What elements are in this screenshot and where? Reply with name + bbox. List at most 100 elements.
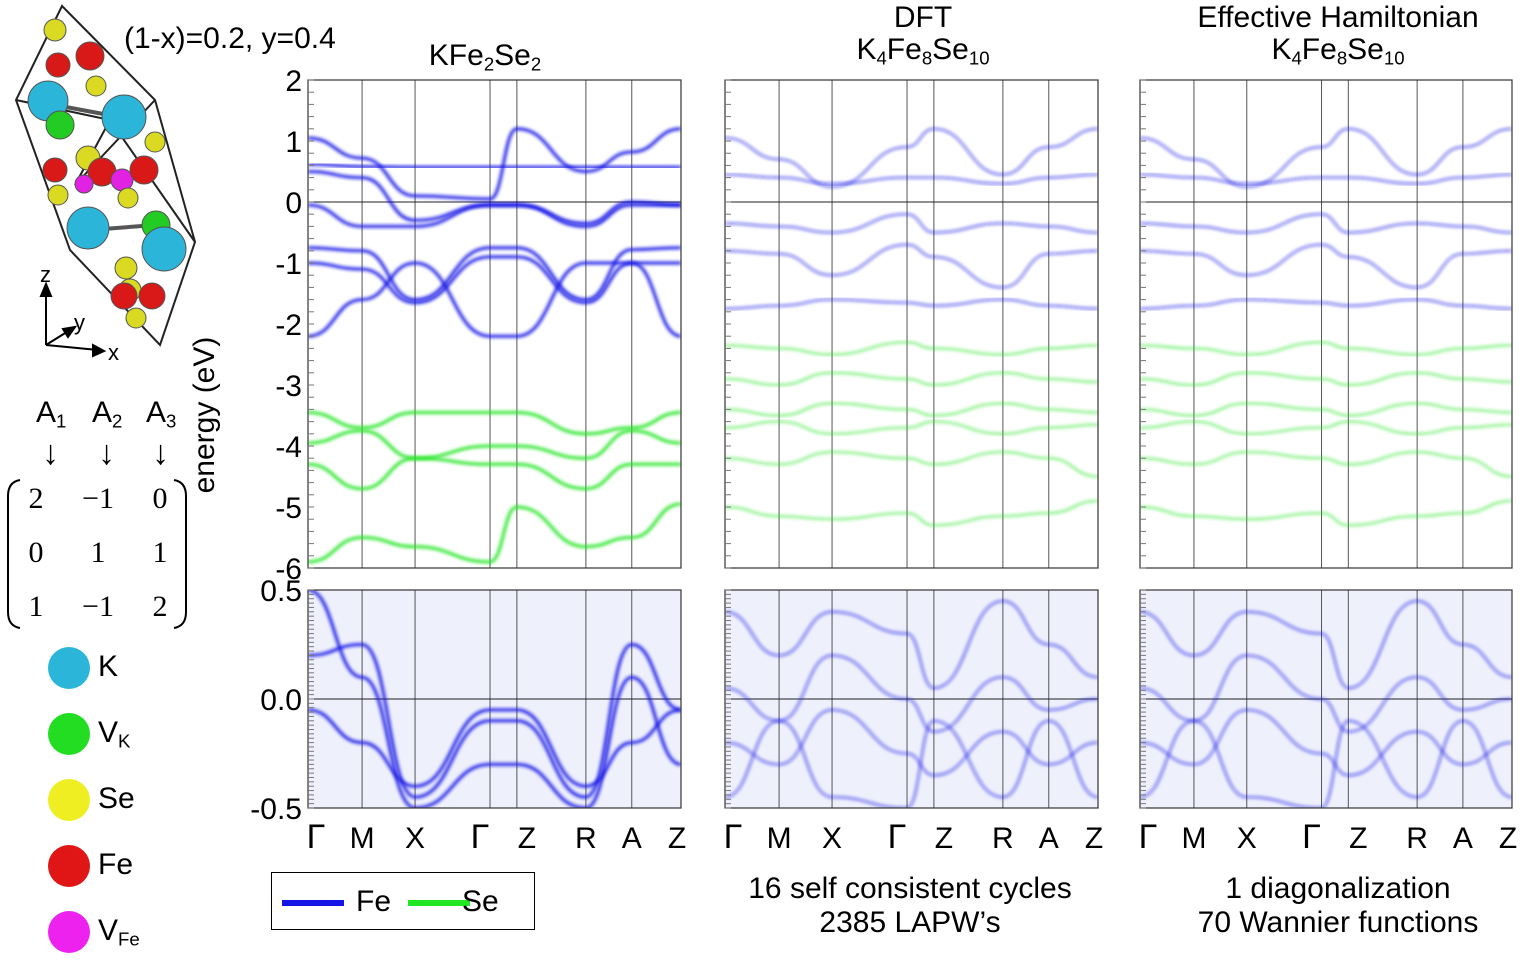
se-band-line <box>308 504 681 562</box>
kpoint-label: Γ <box>888 818 907 856</box>
kpoint-label: R <box>1406 822 1428 855</box>
caption-wannier: 1 diagonalization 70 Wannier functions <box>1140 872 1536 940</box>
kpoint-label: X <box>822 822 842 855</box>
y-tick-label: -5 <box>275 492 302 525</box>
band-structure-chart: 210-1-2-3-4-5-60.50.0-0.5Γ M X Γ Z R A Z Γ M X Γ Z R A… <box>0 0 1536 960</box>
plot-frame <box>1140 80 1512 568</box>
kpoint-label: Z <box>935 822 953 855</box>
band-panel: 2 1 0 -1 -2 -3 -4 -5 -6 <box>275 65 681 586</box>
y-tick-label: 0.0 <box>260 684 302 717</box>
y-tick-label: 0 <box>285 187 302 220</box>
kpoint-label: Γ <box>307 818 326 856</box>
se-band-line <box>1140 373 1512 385</box>
atom-swatch-icon <box>48 647 90 689</box>
se-band-line <box>1140 342 1512 354</box>
atom-swatch-icon <box>48 713 90 755</box>
kpoint-label: A <box>1039 822 1059 855</box>
fe-band-line <box>725 175 1098 184</box>
kpoint-label: Γ <box>1139 818 1158 856</box>
matrix-arrow-icon: ↓ <box>152 434 169 473</box>
y-tick-label: -3 <box>275 370 302 403</box>
band-panel <box>1140 80 1512 568</box>
band-panel: 0.50.0-0.5Γ M X Γ Z R A Z <box>250 575 686 856</box>
y-tick-label: -2 <box>275 309 302 342</box>
legend-fe-label: Fe <box>356 885 391 919</box>
kpoint-label: X <box>1237 822 1257 855</box>
atom-swatch-icon <box>48 911 90 953</box>
fe-band-line <box>725 300 1098 309</box>
bands-group <box>725 129 1098 526</box>
legend-se-label: Se <box>462 885 499 919</box>
caption-line1: 1 diagonalization <box>1140 872 1536 906</box>
se-band-line <box>1140 403 1512 415</box>
kpoint-label: M <box>767 822 792 855</box>
caption-dft: 16 self consistent cycles 2385 LAPW’s <box>700 872 1120 940</box>
kpoint-label: X <box>405 822 425 855</box>
y-tick-label: 2 <box>285 65 302 98</box>
legend-fe-swatch <box>282 900 344 906</box>
bands-group <box>308 129 681 562</box>
kpoint-label: Z <box>1085 822 1103 855</box>
matrix-cell: 2 <box>120 590 200 624</box>
kpoint-label: M <box>1181 822 1206 855</box>
band-legend: Fe Se <box>271 872 535 930</box>
se-band-line <box>725 452 1098 476</box>
kpoint-label: A <box>1453 822 1473 855</box>
caption-line1: 16 self consistent cycles <box>700 872 1120 906</box>
fe-band-line <box>725 214 1098 232</box>
se-band-line <box>725 501 1098 525</box>
caption-line2: 70 Wannier functions <box>1140 906 1536 940</box>
kpoint-label: M <box>350 822 375 855</box>
se-band-line <box>308 431 681 458</box>
fe-band-line <box>308 263 681 336</box>
kpoint-label: Γ <box>724 818 743 856</box>
kpoint-label: R <box>992 822 1014 855</box>
se-band-line <box>308 458 681 489</box>
atom-legend-label: VK <box>98 716 130 750</box>
y-tick-label: -1 <box>275 248 302 281</box>
matrix-column-header: A1 <box>36 396 66 430</box>
kpoint-label: R <box>575 822 597 855</box>
fe-band-line <box>725 245 1098 288</box>
se-band-line <box>725 373 1098 385</box>
fe-band-line <box>308 205 681 226</box>
fe-band-line <box>308 164 681 167</box>
atom-legend-label: Se <box>98 782 135 816</box>
atom-legend-item: Fe <box>40 838 200 898</box>
caption-line2: 2385 LAPW’s <box>700 906 1120 940</box>
atom-legend-item: K <box>40 640 200 700</box>
fe-band-line <box>1140 300 1512 309</box>
matrix-cell: 1 <box>120 536 200 570</box>
fe-band-line <box>1140 214 1512 232</box>
y-tick-label: -0.5 <box>250 793 302 826</box>
matrix-column-header: A2 <box>92 396 122 430</box>
atom-legend-label: K <box>98 650 118 684</box>
matrix-arrow-icon: ↓ <box>42 434 59 473</box>
bands-group <box>1140 129 1512 526</box>
atom-legend-label: VFe <box>98 914 140 948</box>
plot-frame <box>725 80 1098 568</box>
y-tick-label: 1 <box>285 126 302 159</box>
atom-legend: K VK Se Fe VFe <box>40 640 200 960</box>
se-band-line <box>1140 452 1512 476</box>
kpoint-label: Γ <box>471 818 490 856</box>
atom-legend-item: Se <box>40 772 200 832</box>
y-tick-label: 0.5 <box>260 575 302 608</box>
fe-band-line <box>308 129 681 199</box>
kpoint-label: Z <box>668 822 686 855</box>
y-tick-label: -4 <box>275 431 302 464</box>
kpoint-label: Γ <box>1302 818 1321 856</box>
atom-legend-label: Fe <box>98 848 133 882</box>
se-band-line <box>725 422 1098 434</box>
fe-band-line <box>1140 245 1512 288</box>
atom-swatch-icon <box>48 845 90 887</box>
se-band-line <box>1140 422 1512 434</box>
band-panel: ΓMXΓZRAZ <box>1139 590 1518 856</box>
atom-swatch-icon <box>48 779 90 821</box>
matrix-arrow-icon: ↓ <box>98 434 115 473</box>
se-band-line <box>1140 501 1512 525</box>
atom-legend-item: VFe <box>40 904 200 964</box>
legend-se-swatch <box>408 900 470 906</box>
matrix-cell: 0 <box>120 482 200 516</box>
